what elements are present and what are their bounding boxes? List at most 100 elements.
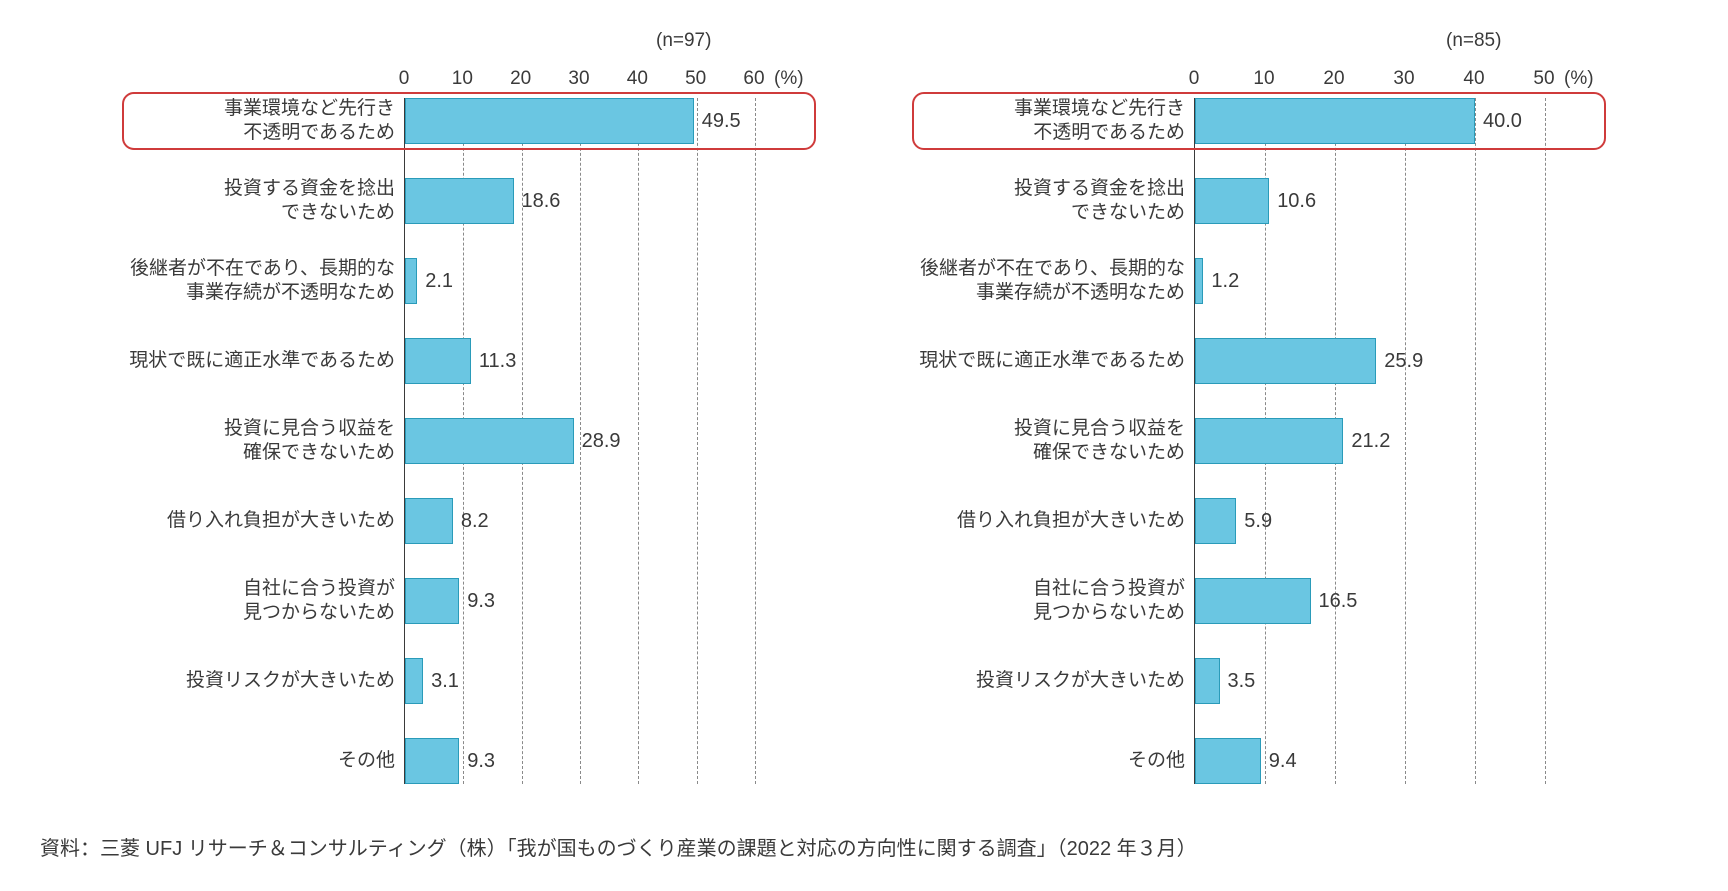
sample-size-label: (n=85) xyxy=(1446,30,1501,52)
unit-label: (%) xyxy=(774,68,804,90)
source-citation: 資料：三菱 UFJ リサーチ＆コンサルティング（株）「我が国ものづくり産業の課題… xyxy=(40,832,1688,861)
bar-row: 事業環境など先行き 不透明であるため40.0 xyxy=(1195,98,1522,144)
bar xyxy=(1195,98,1475,144)
category-label: 投資に見合う収益を 確保できないため xyxy=(224,417,395,465)
value-label: 3.1 xyxy=(431,670,459,693)
x-tick-label: 50 xyxy=(685,68,706,90)
bar xyxy=(405,338,471,384)
gridline xyxy=(638,98,639,784)
bar-row: 現状で既に適正水準であるため11.3 xyxy=(405,338,516,384)
category-label: 投資する資金を捻出 できないため xyxy=(1014,177,1185,225)
plot-area: 事業環境など先行き 不透明であるため49.5 投資する資金を捻出 できないため18… xyxy=(404,98,754,784)
category-label: 自社に合う投資が 見つからないため xyxy=(1033,577,1185,625)
bar-row: 投資する資金を捻出 できないため18.6 xyxy=(405,178,560,224)
value-label: 9.3 xyxy=(467,590,495,613)
gridline xyxy=(697,98,698,784)
category-label: 現状で既に適正水準であるため xyxy=(919,349,1185,373)
bar-row: 現状で既に適正水準であるため25.9 xyxy=(1195,338,1423,384)
x-tick-label: 60 xyxy=(743,68,764,90)
value-label: 2.1 xyxy=(425,270,453,293)
x-tick-label: 10 xyxy=(452,68,473,90)
value-label: 21.2 xyxy=(1351,430,1390,453)
value-label: 11.3 xyxy=(479,350,516,373)
x-tick-label: 40 xyxy=(627,68,648,90)
value-label: 10.6 xyxy=(1277,190,1316,213)
gridline xyxy=(1475,98,1476,784)
category-label: 借り入れ負担が大きいため xyxy=(957,509,1185,533)
category-label: 投資リスクが大きいため xyxy=(186,669,395,693)
bar-chart: (n=97)事業環境など先行き 不透明であるため49.5投資する資金を捻出 でき… xyxy=(114,30,824,804)
category-label: 現状で既に適正水準であるため xyxy=(129,349,395,373)
value-label: 8.2 xyxy=(461,510,489,533)
value-label: 9.3 xyxy=(467,750,495,773)
category-label: 後継者が不在であり、長期的な 事業存続が不透明なため xyxy=(130,257,395,305)
value-label: 18.6 xyxy=(522,190,561,213)
x-tick-label: 10 xyxy=(1253,68,1274,90)
bar-row: 借り入れ負担が大きいため8.2 xyxy=(405,498,489,544)
gridline xyxy=(1545,98,1546,784)
category-label: 投資する資金を捻出 できないため xyxy=(224,177,395,225)
bar xyxy=(1195,578,1311,624)
x-tick-label: 30 xyxy=(568,68,589,90)
category-label: その他 xyxy=(338,749,395,773)
bar xyxy=(1195,738,1261,784)
bar-row: 借り入れ負担が大きいため5.9 xyxy=(1195,498,1272,544)
category-label: 投資リスクが大きいため xyxy=(976,669,1185,693)
value-label: 3.5 xyxy=(1228,670,1256,693)
bar-row: 投資する資金を捻出 できないため10.6 xyxy=(1195,178,1316,224)
x-tick-label: 0 xyxy=(399,68,410,90)
category-label: 後継者が不在であり、長期的な 事業存続が不透明なため xyxy=(920,257,1185,305)
category-label: 投資に見合う収益を 確保できないため xyxy=(1014,417,1185,465)
x-tick-label: 20 xyxy=(1323,68,1344,90)
bar xyxy=(1195,498,1236,544)
bar-row: その他9.3 xyxy=(405,738,495,784)
category-label: 借り入れ負担が大きいため xyxy=(167,509,395,533)
value-label: 28.9 xyxy=(582,430,621,453)
bar xyxy=(405,178,514,224)
bar xyxy=(405,498,453,544)
category-label: 事業環境など先行き 不透明であるため xyxy=(1014,97,1185,145)
bar-row: 自社に合う投資が 見つからないため9.3 xyxy=(405,578,495,624)
bar-row: 投資リスクが大きいため3.1 xyxy=(405,658,459,704)
value-label: 49.5 xyxy=(702,110,741,133)
value-label: 25.9 xyxy=(1384,350,1423,373)
bar-row: 自社に合う投資が 見つからないため16.5 xyxy=(1195,578,1357,624)
unit-label: (%) xyxy=(1564,68,1594,90)
bar xyxy=(405,578,459,624)
bar xyxy=(405,98,694,144)
value-label: 9.4 xyxy=(1269,750,1297,773)
bar xyxy=(1195,178,1269,224)
plot-area: 事業環境など先行き 不透明であるため40.0 投資する資金を捻出 できないため10… xyxy=(1194,98,1544,784)
bar xyxy=(405,258,417,304)
bar xyxy=(405,658,423,704)
x-tick-label: 20 xyxy=(510,68,531,90)
bar xyxy=(1195,658,1220,704)
bar-row: 事業環境など先行き 不透明であるため49.5 xyxy=(405,98,741,144)
value-label: 40.0 xyxy=(1483,110,1522,133)
bar-chart: (n=85)事業環境など先行き 不透明であるため40.0投資する資金を捻出 でき… xyxy=(904,30,1614,804)
charts-container: (n=97)事業環境など先行き 不透明であるため49.5投資する資金を捻出 でき… xyxy=(40,30,1688,804)
gridline xyxy=(1405,98,1406,784)
x-tick-label: 50 xyxy=(1533,68,1554,90)
bar-row: 投資に見合う収益を 確保できないため28.9 xyxy=(405,418,621,464)
category-label: その他 xyxy=(1128,749,1185,773)
bar-row: 後継者が不在であり、長期的な 事業存続が不透明なため2.1 xyxy=(405,258,453,304)
bar-row: その他9.4 xyxy=(1195,738,1297,784)
sample-size-label: (n=97) xyxy=(656,30,711,52)
bar xyxy=(1195,338,1376,384)
value-label: 5.9 xyxy=(1244,510,1272,533)
category-label: 自社に合う投資が 見つからないため xyxy=(243,577,395,625)
value-label: 16.5 xyxy=(1319,590,1358,613)
value-label: 1.2 xyxy=(1211,270,1239,293)
x-tick-label: 40 xyxy=(1463,68,1484,90)
bar xyxy=(405,738,459,784)
x-tick-label: 30 xyxy=(1393,68,1414,90)
gridline xyxy=(755,98,756,784)
bar-row: 後継者が不在であり、長期的な 事業存続が不透明なため1.2 xyxy=(1195,258,1239,304)
bar xyxy=(405,418,574,464)
x-tick-label: 0 xyxy=(1189,68,1200,90)
bar xyxy=(1195,418,1343,464)
bar-row: 投資リスクが大きいため3.5 xyxy=(1195,658,1255,704)
category-label: 事業環境など先行き 不透明であるため xyxy=(224,97,395,145)
bar xyxy=(1195,258,1203,304)
